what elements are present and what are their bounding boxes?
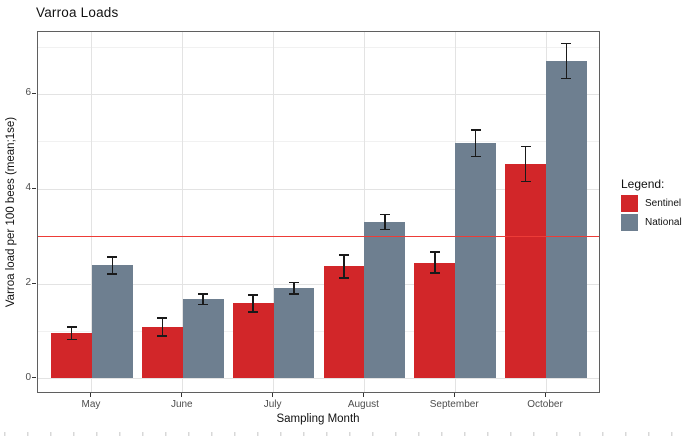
minor-gridline xyxy=(37,141,599,143)
error-bar-cap xyxy=(289,293,300,295)
bar-sentinel-july xyxy=(232,303,274,379)
error-bar-cap xyxy=(470,155,481,158)
minor-gridline xyxy=(37,330,599,332)
error-bar xyxy=(565,43,568,79)
bar-national-july xyxy=(273,288,315,379)
minor-gridline xyxy=(37,46,599,48)
x-tick-label: October xyxy=(527,399,563,410)
error-bar-cap xyxy=(520,180,531,183)
chart-title: Varroa Loads xyxy=(36,5,119,20)
error-bar xyxy=(384,214,386,230)
error-bar-cap xyxy=(66,338,77,341)
y-tick-mark xyxy=(32,377,36,379)
cropped-content-artifact xyxy=(4,432,686,436)
error-bar-cap xyxy=(198,303,209,306)
bar-national-may xyxy=(91,265,133,379)
error-bar-cap xyxy=(470,129,481,131)
vertical-gridline xyxy=(273,32,275,392)
error-bar xyxy=(70,327,73,340)
legend-title: Legend: xyxy=(621,177,665,191)
x-tick-mark xyxy=(272,393,274,397)
error-bar xyxy=(111,256,114,275)
legend-swatch xyxy=(621,195,638,212)
error-bar-cap xyxy=(429,251,440,253)
error-bar xyxy=(343,255,345,278)
error-bar-cap xyxy=(561,77,572,80)
x-tick-mark xyxy=(544,393,546,397)
y-tick-label: 6 xyxy=(25,87,31,99)
legend: Legend: Sentinel National xyxy=(621,177,682,233)
error-bar xyxy=(293,282,295,294)
legend-item-sentinel: Sentinel xyxy=(621,195,682,212)
error-bar-cap xyxy=(157,335,168,337)
x-tick-label: July xyxy=(263,399,282,410)
error-bar-cap xyxy=(429,272,440,274)
legend-swatch xyxy=(621,214,638,231)
error-bar xyxy=(161,318,164,337)
bar-sentinel-may xyxy=(51,333,92,379)
major-gridline xyxy=(37,93,599,95)
error-bar-cap xyxy=(379,213,390,216)
vertical-gridline xyxy=(182,32,184,392)
error-bar-cap xyxy=(198,293,209,295)
error-bar-cap xyxy=(338,254,349,256)
error-bar-cap xyxy=(248,311,259,313)
bar-national-june xyxy=(182,299,224,379)
error-bar-cap xyxy=(338,277,349,279)
legend-label: National xyxy=(645,217,682,228)
major-gridline xyxy=(37,188,599,190)
x-tick-mark xyxy=(90,393,92,397)
error-bar xyxy=(474,129,477,157)
major-gridline xyxy=(37,378,599,380)
x-tick-label: May xyxy=(81,399,101,410)
x-tick-label: June xyxy=(170,399,193,410)
error-bar-cap xyxy=(520,145,531,148)
bar-national-october xyxy=(546,61,587,379)
bar-sentinel-august xyxy=(323,266,365,379)
error-bar-cap xyxy=(379,228,390,231)
reference-line xyxy=(37,235,599,238)
bar-sentinel-september xyxy=(414,262,456,379)
y-tick-label: 0 xyxy=(25,371,31,383)
error-bar-cap xyxy=(561,42,572,45)
y-tick-mark xyxy=(32,282,36,284)
x-axis-label: Sampling Month xyxy=(276,413,360,425)
y-tick-mark xyxy=(32,187,36,189)
legend-items: Sentinel National xyxy=(621,195,682,231)
plot-panel xyxy=(36,31,600,393)
y-tick-mark xyxy=(32,92,36,94)
legend-label: Sentinel xyxy=(645,198,682,209)
x-tick-label: September xyxy=(429,399,479,410)
error-bar-cap xyxy=(289,281,300,284)
x-tick-label: August xyxy=(347,399,379,410)
error-bar-cap xyxy=(248,294,259,296)
major-gridline xyxy=(37,283,599,285)
error-bar xyxy=(202,293,204,305)
error-bar-cap xyxy=(157,317,168,319)
x-tick-mark xyxy=(181,393,183,397)
bar-national-september xyxy=(455,143,497,379)
y-tick-label: 2 xyxy=(25,277,31,288)
error-bar xyxy=(434,252,436,274)
error-bar-cap xyxy=(66,326,77,328)
error-bar-cap xyxy=(107,256,118,258)
error-bar-cap xyxy=(107,273,118,275)
x-tick-mark xyxy=(453,393,455,397)
vertical-gridline xyxy=(363,32,365,392)
legend-item-national: National xyxy=(621,214,682,231)
error-bar xyxy=(252,294,254,312)
x-tick-mark xyxy=(362,393,364,397)
error-bar xyxy=(524,146,527,182)
vertical-gridline xyxy=(91,32,93,392)
bar-sentinel-october xyxy=(505,164,546,379)
bar-national-august xyxy=(364,221,406,379)
y-tick-label: 4 xyxy=(25,182,31,194)
